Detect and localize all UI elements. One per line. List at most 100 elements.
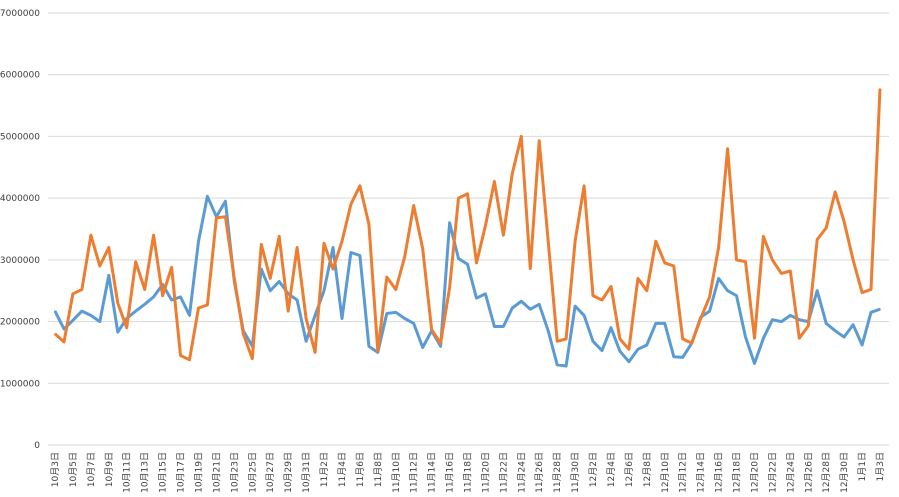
x-tick-label: 11月30日	[570, 452, 581, 493]
data-point	[134, 260, 137, 263]
data-point	[99, 320, 101, 323]
data-point	[646, 289, 648, 292]
x-tick-label: 11月10日	[391, 452, 402, 493]
x-tick-label: 11月8日	[373, 452, 384, 487]
x-tick-label: 1月3日	[875, 452, 886, 481]
data-point	[116, 331, 119, 333]
x-tick-label: 11月12日	[409, 452, 420, 493]
data-point	[583, 185, 585, 187]
x-tick-label: 12月6日	[624, 452, 635, 487]
data-point	[125, 326, 128, 329]
data-point	[206, 195, 209, 198]
data-point	[197, 240, 200, 243]
data-point	[744, 336, 747, 338]
data-point	[81, 288, 83, 291]
y-tick-label: 5000000	[0, 132, 40, 142]
x-tick-label: 11月24日	[516, 452, 527, 493]
data-point	[278, 235, 280, 238]
data-point	[798, 337, 801, 340]
data-point	[134, 310, 137, 312]
data-point	[726, 147, 729, 150]
data-point	[278, 280, 280, 283]
data-point	[350, 251, 352, 254]
data-point	[421, 346, 424, 349]
data-point	[726, 289, 729, 292]
data-point	[242, 333, 245, 335]
data-point	[179, 296, 182, 298]
data-point	[574, 240, 576, 243]
y-tick-label: 1000000	[0, 379, 40, 389]
data-point	[161, 294, 164, 297]
data-point	[466, 193, 469, 195]
data-point	[287, 293, 289, 295]
data-point	[377, 350, 379, 352]
data-point	[699, 317, 702, 320]
series-lines	[53, 88, 882, 368]
y-tick-label: 2000000	[0, 318, 40, 328]
data-point	[385, 276, 388, 278]
x-tick-label: 11月14日	[427, 452, 438, 493]
data-point	[556, 340, 558, 343]
data-point	[54, 310, 56, 312]
data-point	[54, 333, 56, 335]
data-point	[843, 336, 845, 338]
x-tick-label: 12月20日	[749, 452, 760, 493]
x-tick-label: 12月18日	[732, 452, 743, 493]
x-tick-label: 11月28日	[552, 452, 563, 493]
x-tick-label: 12月14日	[696, 452, 707, 493]
x-tick-label: 10月19日	[193, 452, 204, 493]
data-point	[547, 330, 550, 332]
data-point	[260, 243, 263, 246]
x-tick-label: 10月11日	[122, 452, 133, 493]
data-point	[628, 348, 630, 351]
data-point	[529, 267, 532, 270]
x-tick-label: 10月25日	[247, 452, 258, 493]
x-tick-label: 10月3日	[50, 452, 61, 487]
data-point	[394, 288, 397, 291]
data-point	[90, 314, 92, 317]
data-point	[332, 246, 334, 249]
data-point	[672, 355, 675, 358]
data-point	[502, 325, 505, 328]
data-point	[143, 303, 146, 306]
data-point	[484, 225, 487, 227]
data-point	[708, 310, 711, 312]
x-tick-label: 11月16日	[445, 452, 456, 493]
data-point	[681, 338, 684, 340]
data-point	[861, 344, 863, 346]
data-point	[870, 288, 872, 291]
data-point	[224, 215, 227, 218]
data-point	[538, 139, 541, 142]
data-point	[305, 317, 307, 320]
data-point	[538, 303, 541, 306]
x-tick-label: 11月26日	[534, 452, 545, 493]
data-point	[493, 325, 496, 328]
data-point	[99, 265, 101, 267]
data-point	[574, 305, 576, 307]
data-point	[619, 350, 621, 352]
data-point	[556, 363, 558, 366]
data-point	[224, 200, 227, 203]
data-point	[269, 289, 272, 292]
x-tick-label: 12月16日	[714, 452, 725, 493]
data-point	[403, 255, 406, 258]
data-point	[825, 226, 827, 229]
data-point	[592, 340, 594, 343]
x-tick-label: 11月6日	[355, 452, 366, 487]
data-point	[323, 289, 325, 292]
data-point	[655, 240, 657, 243]
data-point	[762, 337, 765, 340]
data-point	[296, 246, 298, 249]
data-point	[753, 337, 756, 340]
data-point	[152, 296, 155, 298]
data-point	[834, 191, 836, 193]
data-point	[789, 270, 792, 272]
data-point	[305, 340, 307, 343]
data-point	[448, 222, 451, 224]
data-point	[287, 310, 289, 312]
data-point	[646, 344, 648, 346]
data-point	[807, 325, 810, 327]
data-point	[780, 272, 783, 275]
data-point	[359, 185, 361, 187]
